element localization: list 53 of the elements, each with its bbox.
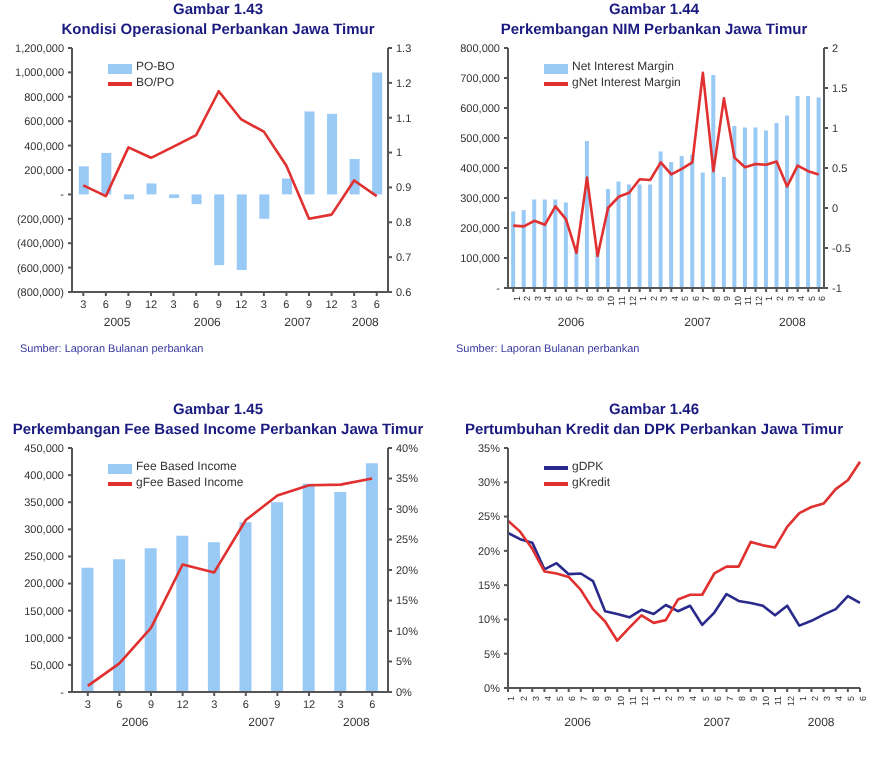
bar <box>816 97 821 288</box>
bar <box>259 194 270 219</box>
bar <box>327 113 338 195</box>
bar <box>795 96 800 288</box>
bar <box>334 491 347 692</box>
bar <box>763 130 768 288</box>
bar <box>191 194 202 205</box>
bar <box>785 115 790 288</box>
bar <box>732 126 737 288</box>
bar <box>271 502 284 692</box>
bar <box>542 199 547 288</box>
bar <box>521 210 526 288</box>
line-series <box>86 477 374 688</box>
bar <box>679 156 684 288</box>
bar <box>806 96 811 288</box>
line-series <box>506 460 862 642</box>
bar <box>113 559 126 692</box>
bar <box>532 199 537 288</box>
line-series <box>81 89 379 221</box>
bar <box>774 123 779 288</box>
bar <box>146 183 157 195</box>
bar <box>627 184 632 288</box>
bar <box>214 194 225 266</box>
bar <box>690 154 695 288</box>
bar <box>304 111 315 195</box>
bar <box>281 178 292 195</box>
bar <box>239 522 252 692</box>
bar <box>207 542 220 692</box>
bar <box>669 162 674 288</box>
bar <box>616 181 621 288</box>
bar <box>372 72 383 195</box>
bar <box>302 483 315 692</box>
bar <box>711 75 716 288</box>
line-series <box>506 531 862 627</box>
bar <box>144 548 157 692</box>
bar <box>700 172 705 288</box>
bar <box>101 152 112 195</box>
bar <box>721 177 726 288</box>
line-series <box>511 71 821 258</box>
bar <box>753 127 758 288</box>
bar <box>123 194 134 200</box>
bar <box>236 194 247 271</box>
bar <box>176 535 189 692</box>
bar <box>78 166 89 195</box>
bar <box>365 463 378 692</box>
bar <box>658 151 663 288</box>
bar <box>81 567 94 692</box>
bar <box>742 127 747 288</box>
bar <box>563 202 568 288</box>
bar <box>637 184 642 288</box>
bar <box>648 184 653 288</box>
bar <box>553 199 558 288</box>
bar <box>605 189 610 288</box>
